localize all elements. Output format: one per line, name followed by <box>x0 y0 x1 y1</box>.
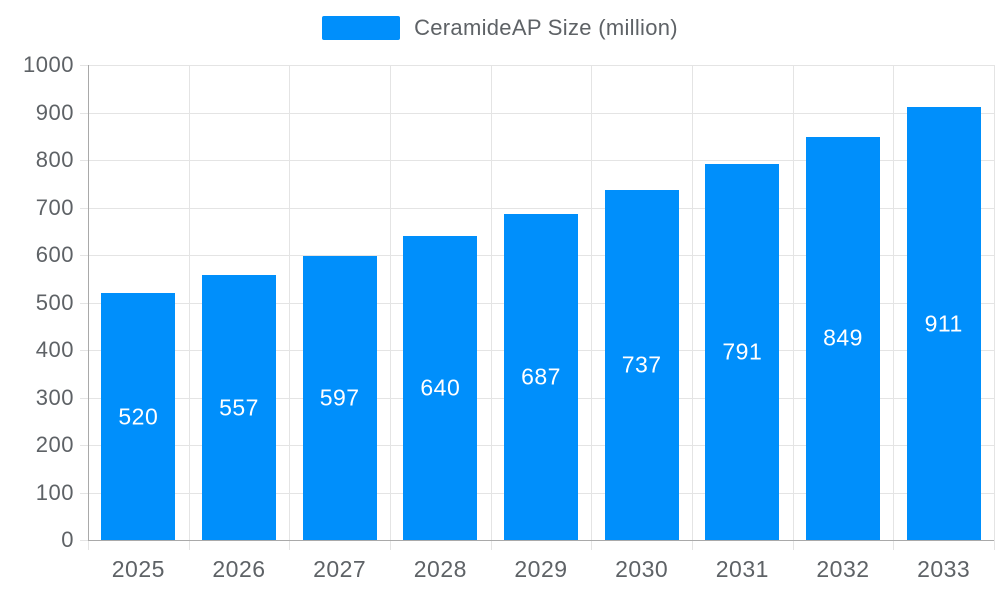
y-axis-label: 600 <box>35 242 74 267</box>
y-axis-label: 500 <box>35 289 74 315</box>
bar[interactable] <box>906 107 981 540</box>
legend-item[interactable]: CeramideAP Size (million) <box>0 14 1000 42</box>
gridline-vertical <box>289 65 291 540</box>
bar[interactable] <box>604 189 679 540</box>
x-axis-label: 2030 <box>615 556 669 582</box>
x-axis-label: 2028 <box>413 556 467 582</box>
bar-value-label: 911 <box>924 310 963 337</box>
legend-swatch-icon <box>322 16 401 40</box>
bar[interactable] <box>806 136 880 540</box>
gridline-vertical <box>390 65 391 540</box>
x-axis-label: 2033 <box>917 556 971 582</box>
gridline-vertical <box>490 65 492 540</box>
bar-value-label: 849 <box>823 324 863 351</box>
gridline-horizontal <box>80 65 994 66</box>
bar-value-label: 597 <box>319 384 360 411</box>
x-axis-tick <box>188 540 190 550</box>
y-axis-label: 200 <box>35 432 74 457</box>
y-axis-line <box>88 65 89 540</box>
y-axis-label: 1000 <box>23 52 74 77</box>
y-axis-label: 800 <box>35 147 74 172</box>
y-axis-label: 700 <box>35 194 74 220</box>
gridline-vertical <box>591 65 593 540</box>
bar[interactable] <box>504 213 578 540</box>
x-axis-tick <box>692 540 693 550</box>
gridline-vertical <box>692 65 693 540</box>
x-axis-label: 2031 <box>715 556 769 582</box>
x-axis-tick <box>893 540 895 550</box>
x-axis-tick <box>390 540 391 550</box>
y-axis-label: 0 <box>61 527 74 552</box>
x-axis-tick <box>88 540 89 550</box>
bar[interactable] <box>302 256 377 540</box>
gridline-vertical <box>893 65 895 540</box>
x-axis-label: 2027 <box>313 556 367 582</box>
gridline-vertical <box>994 65 995 540</box>
x-axis-tick <box>289 540 291 550</box>
bar[interactable] <box>403 236 478 540</box>
gridline-horizontal <box>80 112 994 114</box>
x-axis-label: 2032 <box>816 556 870 582</box>
y-axis-label: 300 <box>35 384 74 410</box>
x-axis-tick <box>591 540 593 550</box>
bar-value-label: 791 <box>722 338 763 365</box>
bar[interactable] <box>705 164 780 540</box>
bar-value-label: 737 <box>621 351 662 378</box>
bar[interactable] <box>202 275 276 540</box>
x-axis-tick <box>994 540 995 550</box>
legend-label: CeramideAP Size (million) <box>414 15 678 40</box>
bar-value-label: 557 <box>219 394 259 421</box>
y-axis-label: 900 <box>35 99 74 125</box>
x-axis-line <box>88 540 994 541</box>
gridline-horizontal <box>80 160 994 161</box>
x-axis-label: 2029 <box>514 556 568 582</box>
x-axis-label: 2025 <box>111 556 165 582</box>
x-axis-tick <box>490 540 492 550</box>
gridline-horizontal <box>80 207 994 209</box>
y-axis-label: 400 <box>35 337 74 362</box>
bar-value-label: 687 <box>521 363 561 390</box>
gridline-vertical <box>188 65 190 540</box>
bar-value-label: 640 <box>420 374 461 401</box>
bar-value-label: 520 <box>118 403 159 429</box>
bar[interactable] <box>101 293 176 540</box>
y-axis-label: 100 <box>35 479 74 505</box>
x-axis-tick <box>792 540 794 550</box>
x-axis-label: 2026 <box>212 556 266 582</box>
gridline-vertical <box>792 65 794 540</box>
